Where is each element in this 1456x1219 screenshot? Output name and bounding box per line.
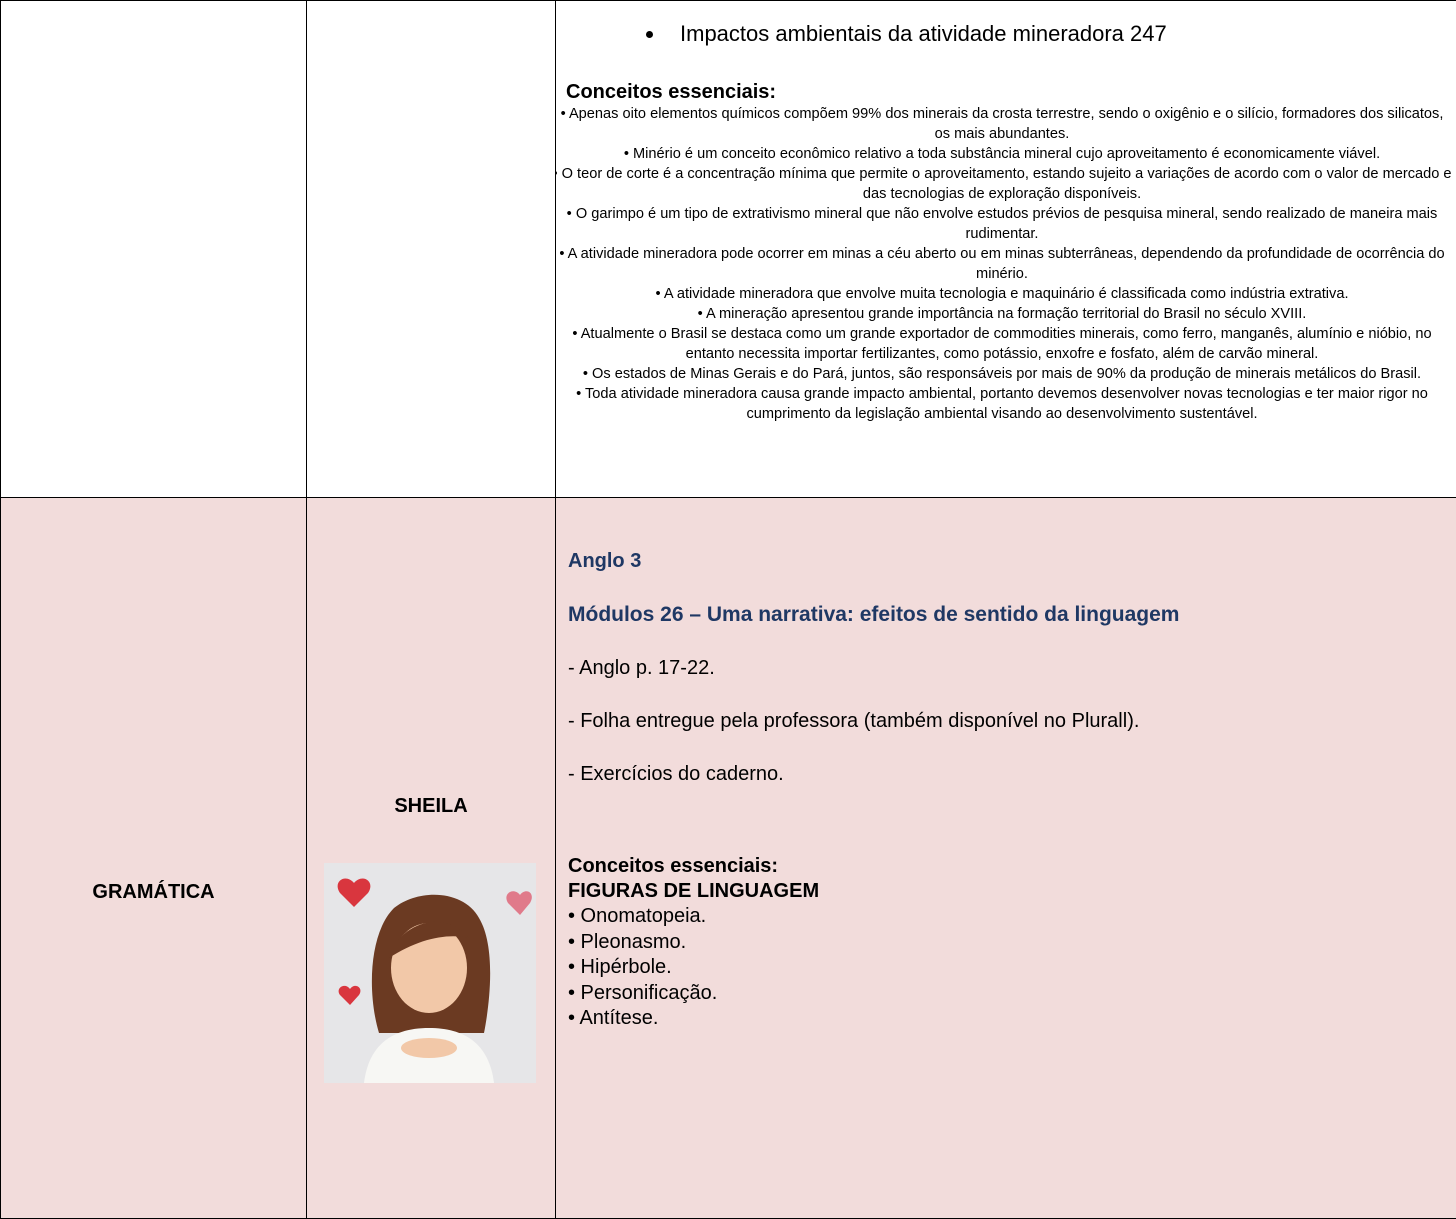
book: Anglo 3 xyxy=(568,550,1456,573)
table-row: GRAMÁTICA SHEILA Anglo 3 Módulos 26 – Um… xyxy=(1,498,1456,1219)
figure-item: • Personificação. xyxy=(568,981,1456,1007)
figure-item: • Pleonasmo. xyxy=(568,930,1456,956)
subheading: FIGURAS DE LINGUAGEM xyxy=(568,879,1456,904)
teacher-name: SHEILA xyxy=(307,498,555,818)
concept-item: • Os estados de Minas Gerais e do Pará, … xyxy=(556,364,1453,384)
concept-item: • A atividade mineradora que envolve mui… xyxy=(556,284,1453,304)
task-item: - Exercícios do caderno. xyxy=(568,763,1456,786)
concept-item: • A mineração apresentou grande importân… xyxy=(556,304,1453,324)
heading: Conceitos essenciais: xyxy=(566,81,1456,104)
concept-item: • O garimpo é um tipo de extrativismo mi… xyxy=(556,204,1453,244)
cell xyxy=(307,1,556,498)
subject: GRAMÁTICA xyxy=(1,498,306,904)
cell: Anglo 3 Módulos 26 – Uma narrativa: efei… xyxy=(556,498,1456,1219)
concept-item: • Apenas oito elementos químicos compõem… xyxy=(556,104,1453,144)
teacher-avatar xyxy=(324,863,536,1083)
topic-bullet: Impactos ambientais da atividade minerad… xyxy=(646,21,1456,47)
task-item: - Anglo p. 17-22. xyxy=(568,657,1456,680)
table-row: Impactos ambientais da atividade minerad… xyxy=(1,1,1456,498)
concept-item: • O teor de corte é a concentração mínim… xyxy=(556,164,1453,204)
module: Módulos 26 – Uma narrativa: efeitos de s… xyxy=(568,603,1456,627)
heading: Conceitos essenciais: xyxy=(568,854,1456,879)
concept-item: • Toda atividade mineradora causa grande… xyxy=(556,384,1453,424)
cell xyxy=(1,1,307,498)
figure-item: • Onomatopeia. xyxy=(568,904,1456,930)
concept-item: • Minério é um conceito econômico relati… xyxy=(556,144,1453,164)
cell: Impactos ambientais da atividade minerad… xyxy=(556,1,1456,498)
task-item: - Folha entregue pela professora (também… xyxy=(568,710,1456,733)
figure-item: • Hipérbole. xyxy=(568,955,1456,981)
cell: SHEILA xyxy=(307,498,556,1219)
concept-list: • Apenas oito elementos químicos compõem… xyxy=(556,104,1453,424)
concept-item: • Atualmente o Brasil se destaca como um… xyxy=(556,324,1453,364)
concept-item: • A atividade mineradora pode ocorrer em… xyxy=(556,244,1453,284)
figure-item: • Antítese. xyxy=(568,1006,1456,1032)
cell: GRAMÁTICA xyxy=(1,498,307,1219)
